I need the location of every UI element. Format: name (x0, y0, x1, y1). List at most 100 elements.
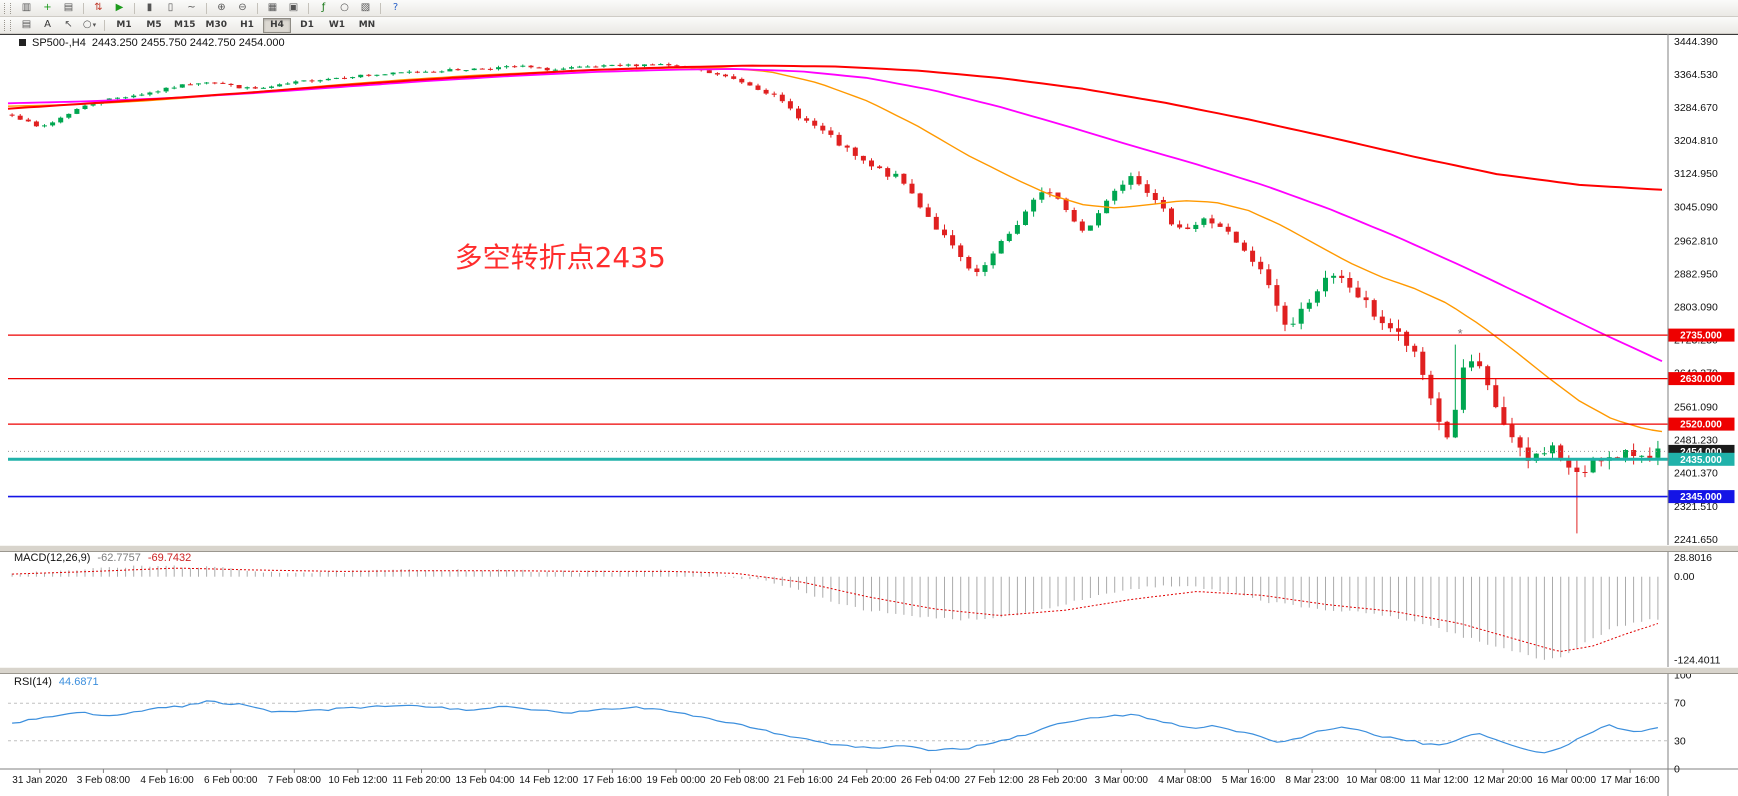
toolbar-separator (206, 2, 207, 14)
macd-axis-label: -124.4011 (1674, 654, 1721, 666)
time-axis-label: 12 Mar 20:00 (1474, 775, 1533, 786)
time-axis-label: 13 Feb 04:00 (456, 775, 515, 786)
horizontal-lines[interactable] (8, 334, 1668, 498)
toolbar-buttons: ▥ + ▤ ⇅ ▶ ▮ ▯ ~ ⊕ ⊖ ▦ ▣ ƒ ○ ▧? (16, 1, 406, 16)
candles (9, 62, 1661, 534)
candles-mode-icon[interactable]: ▯ (167, 1, 174, 13)
time-axis-label: 11 Feb 20:00 (392, 775, 451, 786)
time-axis-label: 24 Feb 20:00 (837, 775, 896, 786)
rsi-axis-label: 0 (1674, 764, 1680, 776)
chart-context-icon[interactable] (19, 39, 26, 46)
price-axis-label: 2803.090 (1674, 301, 1718, 313)
candlestick-chart-icon[interactable]: ▥ (21, 1, 32, 13)
templates-icon[interactable]: ▧ (360, 1, 371, 13)
time-axis-label: 5 Mar 16:00 (1222, 775, 1276, 786)
price-tags: 2735.000 2630.000 2520.000 2454.0002435.000… (1668, 328, 1735, 504)
macd-axis-label: 28.8016 (1674, 552, 1712, 564)
toolbar-separator (308, 2, 309, 14)
timeframe-w1[interactable]: W1 (328, 19, 346, 30)
price-tag: 2520.000 (1680, 420, 1722, 431)
zoom-out-icon[interactable]: ⊖ (238, 1, 247, 13)
drawing-tools: ▤ A ↖ ○▾ (16, 18, 109, 33)
price-axis-label: 3284.670 (1674, 102, 1718, 114)
chart-ohlc-text: SP500-,H4 2443.250 2455.750 2442.750 245… (32, 37, 285, 49)
macd-header: MACD(12,26,9) -62.7757 -69.7432 (14, 552, 191, 564)
shapes-tool-icon[interactable]: ○▾ (82, 18, 97, 30)
zoom-in-icon[interactable]: ⊕ (217, 1, 226, 13)
price-tag: 2630.000 (1680, 374, 1722, 385)
text-label-icon[interactable]: A (44, 18, 51, 30)
rsi-pane[interactable] (0, 672, 1668, 769)
dropdown-caret-icon[interactable]: ▾ (92, 20, 97, 29)
cascade-windows-icon[interactable]: ▣ (288, 1, 299, 13)
macd-label: MACD(12,26,9) (14, 552, 91, 564)
macd-value-main: -62.7757 (97, 552, 141, 564)
time-axis-label: 31 Jan 2020 (12, 775, 67, 786)
objects-list-icon[interactable]: ▤ (21, 18, 32, 30)
candle-marker: * (1458, 326, 1463, 341)
timeframe-buttons: M1 M5 M15 M30 H1 H4 D1 W1 MN (109, 17, 382, 33)
timeframe-m30[interactable]: M30 (205, 19, 227, 30)
help-icon[interactable]: ? (392, 1, 399, 13)
timeframe-mn[interactable]: MN (358, 19, 376, 30)
time-axis-label: 14 Feb 12:00 (519, 775, 578, 786)
time-axis-label: 20 Feb 08:00 (710, 775, 769, 786)
tile-windows-icon[interactable]: ▦ (267, 1, 278, 13)
indicators-icon[interactable]: ƒ (321, 1, 326, 13)
toolbar-grip[interactable] (4, 19, 11, 31)
chart-ohlc-header: SP500-,H4 2443.250 2455.750 2442.750 245… (19, 37, 285, 49)
new-chart-icon[interactable]: + (43, 1, 52, 13)
time-axis-label: 21 Feb 16:00 (774, 775, 833, 786)
rsi-header: RSI(14) 44.6871 (14, 676, 99, 688)
time-axis-label: 17 Feb 16:00 (583, 775, 642, 786)
autotrading-icon[interactable]: ▶ (115, 1, 124, 13)
time-axis-label: 3 Feb 08:00 (77, 775, 131, 786)
price-axis-label: 3364.530 (1674, 69, 1718, 81)
macd-value-signal: -69.7432 (147, 552, 192, 564)
time-axis[interactable] (0, 769, 1668, 796)
timeframe-h4[interactable]: H4 (262, 17, 291, 33)
price-axis-label: 2241.650 (1674, 534, 1718, 546)
periods-icon[interactable]: ○ (340, 1, 349, 13)
price-axis-label: 2962.810 (1674, 235, 1718, 247)
bar-chart-icon[interactable]: ▮ (146, 1, 153, 13)
time-axis-label: 17 Mar 16:00 (1601, 775, 1660, 786)
time-axis-label: 11 Mar 12:00 (1410, 775, 1469, 786)
toolbar-separator (257, 2, 258, 14)
price-axis-label: 2561.090 (1674, 402, 1718, 414)
time-axis-label: 6 Feb 00:00 (204, 775, 258, 786)
main-chart-pane[interactable] (0, 35, 1668, 545)
time-axis-label: 10 Mar 08:00 (1346, 775, 1405, 786)
price-axis-label: 2882.950 (1674, 268, 1718, 280)
toolbar-row-1: ▥ + ▤ ⇅ ▶ ▮ ▯ ~ ⊕ ⊖ ▦ ▣ ƒ ○ ▧? (0, 0, 1738, 17)
pane-splitter-rsi[interactable] (0, 667, 1738, 674)
macd-signal-line (12, 567, 1659, 652)
pane-splitter-macd[interactable] (0, 545, 1738, 552)
toolbar-separator (380, 2, 381, 14)
price-axis-label: 3444.390 (1674, 36, 1718, 48)
timeframe-m15[interactable]: M15 (174, 19, 196, 30)
time-axis-label: 26 Feb 04:00 (901, 775, 960, 786)
time-axis-label: 16 Mar 00:00 (1537, 775, 1596, 786)
rsi-axis-label: 70 (1674, 698, 1686, 710)
toolbar-grip[interactable] (4, 2, 11, 14)
time-axis-label: 7 Feb 08:00 (268, 775, 322, 786)
line-chart-icon[interactable]: ~ (187, 1, 196, 13)
chart-profiles-icon[interactable]: ▤ (63, 1, 74, 13)
cursor-icon[interactable]: ↖ (64, 18, 73, 30)
price-tag: 2345.000 (1680, 492, 1722, 503)
price-tag: 2454.000 (1680, 447, 1722, 458)
timeframe-m5[interactable]: M5 (146, 19, 162, 30)
price-axis[interactable] (1668, 33, 1738, 796)
timeframe-h1[interactable]: H1 (240, 19, 254, 30)
timeframe-m1[interactable]: M1 (116, 19, 132, 30)
toolbar-separator (83, 2, 84, 14)
time-axis-label: 4 Feb 16:00 (140, 775, 194, 786)
new-order-icon[interactable]: ⇅ (94, 1, 103, 13)
price-axis-labels: 3444.390 3364.530 3284.670 3204.810 3124.950… (1674, 36, 1718, 546)
time-axis-label: 4 Mar 08:00 (1158, 775, 1212, 786)
price-axis-label: 3045.090 (1674, 201, 1718, 213)
macd-pane[interactable] (0, 550, 1668, 667)
timeframe-d1[interactable]: D1 (300, 19, 314, 30)
